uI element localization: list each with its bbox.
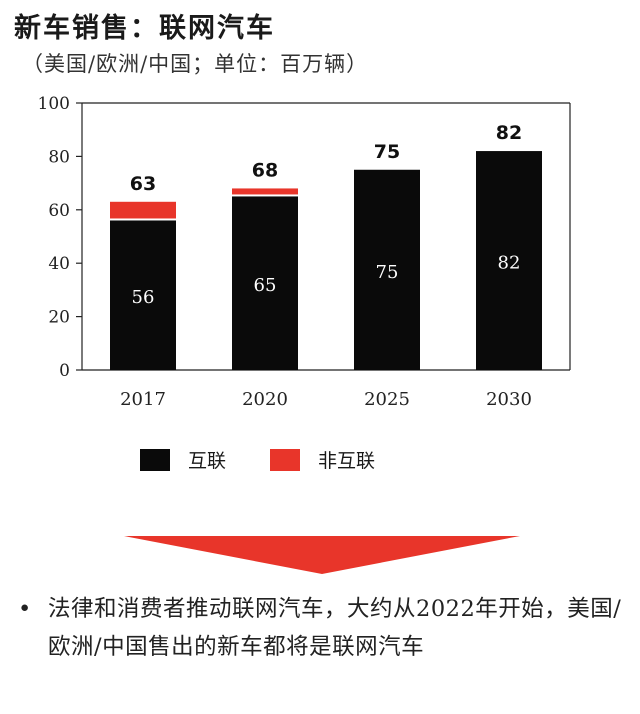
legend-item-connected: 互联 (140, 446, 226, 473)
chart-title: 新车销售：联网汽车 (14, 13, 275, 44)
x-tick-label: 2030 (486, 389, 532, 410)
legend-item-non-connected: 非互联 (270, 446, 375, 473)
legend-label-connected: 互联 (188, 450, 227, 472)
bar-inner-label: 82 (498, 253, 521, 274)
x-tick-label: 2025 (364, 389, 410, 410)
bar-non-connected (232, 188, 298, 195)
x-tick-label: 2020 (242, 389, 288, 410)
bar-connected (232, 196, 298, 370)
y-tick-label: 100 (38, 94, 70, 114)
y-tick-label: 40 (48, 254, 70, 274)
bar-inner-label: 56 (132, 287, 155, 308)
bar-connected (476, 151, 542, 370)
legend-label-non-connected: 非互联 (318, 450, 376, 472)
bullet-icon: • (18, 596, 32, 622)
bar-connected (110, 220, 176, 370)
legend-swatch-connected (140, 448, 170, 471)
stacked-bar-chart: 0 20 40 60 80 100 56 63 2017 65 68 2020 75 75 2025 82 82… (38, 94, 571, 410)
bar-non-connected (110, 201, 176, 219)
bar-inner-label: 75 (376, 262, 399, 283)
bar-total-label: 75 (374, 141, 400, 163)
x-tick-label: 2017 (120, 389, 166, 410)
y-tick-label: 80 (48, 147, 70, 167)
bar-inner-label: 65 (254, 275, 277, 296)
chart-legend: 互联 非互联 (140, 446, 419, 473)
y-tick-label: 60 (48, 201, 70, 221)
bar-total-label: 68 (252, 159, 278, 181)
y-tick-label: 20 (48, 308, 70, 328)
down-arrow-icon (124, 536, 520, 574)
y-tick-label: 0 (59, 361, 70, 381)
legend-swatch-non-connected (270, 448, 301, 471)
bar-connected (354, 169, 420, 370)
chart-subtitle: （美国/欧洲/中国；单位：百万辆） (22, 52, 369, 76)
bar-total-label: 63 (130, 173, 156, 195)
conclusion-note: • 法律和消费者推动联网汽车，大约从2022年开始，美国/欧洲/中国售出的新车都… (18, 590, 630, 666)
bar-total-label: 82 (496, 122, 522, 144)
conclusion-text: 法律和消费者推动联网汽车，大约从2022年开始，美国/欧洲/中国售出的新车都将是… (48, 596, 622, 660)
